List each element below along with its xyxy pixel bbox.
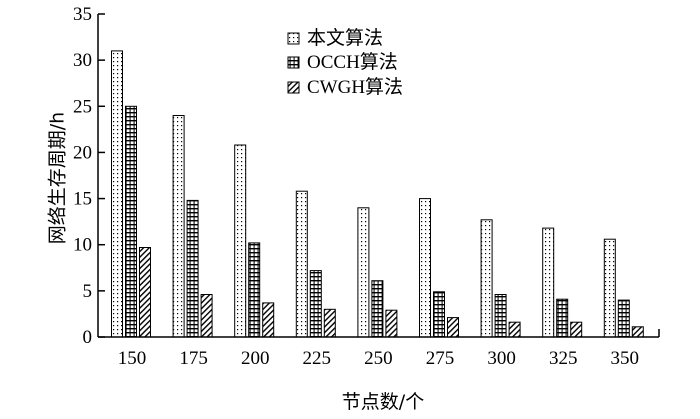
y-tick-label: 10: [73, 235, 92, 256]
legend: 本文算法 OCCH算法 CWGH算法: [287, 27, 403, 98]
legend-label-0: 本文算法: [307, 27, 383, 49]
bar-s0-325: [542, 227, 555, 338]
legend-swatch-grid: [287, 56, 300, 69]
bar-s2-250: [385, 309, 398, 338]
bar-s1-275: [433, 291, 445, 338]
bar-s1-150: [125, 105, 137, 338]
bar-s1-325: [556, 298, 569, 338]
x-tick-label: 175: [179, 348, 208, 369]
x-tick-label: 325: [549, 348, 578, 369]
y-tick-label: 30: [73, 50, 92, 71]
legend-swatch-dots: [287, 32, 300, 45]
bar-s1-225: [309, 270, 322, 338]
x-tick-label: 350: [611, 348, 640, 369]
x-tick-label: 275: [426, 348, 455, 369]
y-tick-label: 0: [83, 327, 93, 348]
bars-group: [111, 50, 644, 338]
bar-s0-250: [357, 207, 370, 338]
x-tick-label: 300: [487, 348, 516, 369]
legend-label-2: CWGH算法: [307, 76, 403, 98]
bar-s0-225: [295, 190, 308, 338]
bar-s1-175: [186, 199, 199, 338]
y-tick-label: 25: [73, 96, 92, 117]
bar-s2-150: [139, 247, 151, 338]
bar-s0-275: [419, 198, 431, 338]
bar-s1-300: [494, 294, 507, 338]
y-tick-label: 35: [73, 4, 92, 25]
x-tick-label: 225: [303, 348, 332, 369]
bar-s0-300: [480, 219, 493, 338]
bar-s2-325: [570, 321, 583, 338]
bar-s0-350: [603, 238, 616, 338]
bar-s0-175: [172, 115, 185, 338]
x-tick-label: 200: [241, 348, 270, 369]
bar-s2-225: [323, 308, 336, 338]
x-tick-label: 250: [364, 348, 393, 369]
bar-s2-300: [508, 321, 521, 338]
bar-s0-150: [111, 50, 123, 338]
x-axis-title: 节点数/个: [342, 391, 424, 413]
y-tick-label: 5: [83, 281, 93, 302]
legend-swatch-hatch: [287, 81, 300, 94]
x-ticks-group: 150 175 200 225 250 275 300 325 350: [118, 348, 639, 369]
bar-s1-200: [248, 242, 261, 338]
bar-s2-275: [447, 317, 459, 338]
bar-s2-200: [262, 302, 275, 338]
bar-s1-250: [371, 280, 384, 338]
bar-s0-200: [234, 144, 247, 338]
y-ticks-group: 0 5 10 15 20 25 30 35: [73, 4, 105, 348]
bar-s2-350: [631, 326, 644, 338]
y-tick-label: 20: [73, 142, 92, 163]
y-tick-label: 15: [73, 189, 92, 210]
y-axis-title: 网络生存周期/h: [47, 112, 69, 244]
bar-s1-350: [617, 299, 630, 338]
x-tick-label: 150: [118, 348, 147, 369]
legend-label-1: OCCH算法: [307, 51, 398, 73]
bar-s2-175: [200, 294, 213, 338]
